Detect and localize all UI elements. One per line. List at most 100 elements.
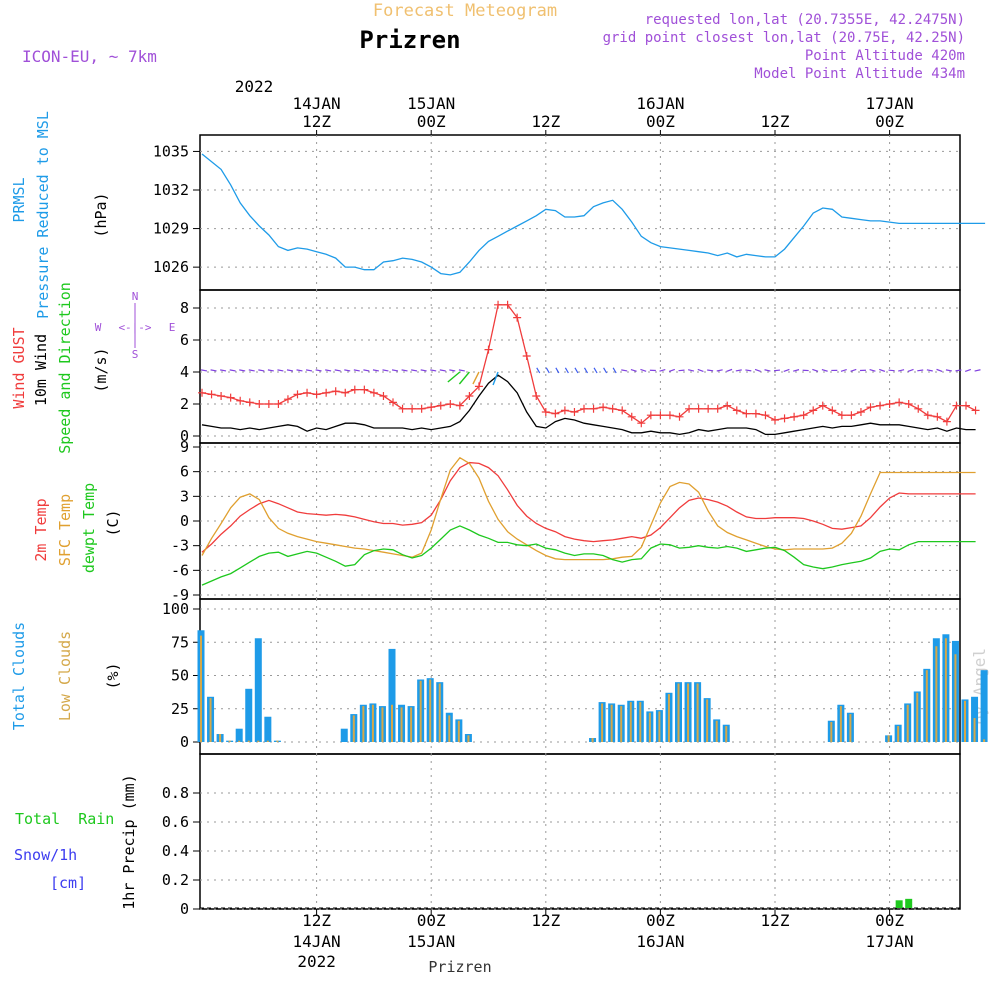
gust-point <box>436 401 445 410</box>
direction-arrow <box>907 368 914 372</box>
direction-arrow <box>869 369 876 372</box>
direction-arrow <box>458 371 470 385</box>
low-cloud-bar <box>419 680 422 742</box>
bottom-hour-label: 12Z <box>302 911 331 930</box>
direction-arrow <box>555 367 560 374</box>
pressure-label-1: PRMSL <box>10 177 28 222</box>
gust-point <box>799 411 808 420</box>
top-date-label: 15JAN <box>407 94 455 113</box>
bottom-date-label: 16JAN <box>636 932 684 951</box>
wind-label-2: 10m Wind <box>32 334 50 406</box>
gust-point <box>675 412 684 421</box>
low-cloud-bar <box>219 734 222 742</box>
gust-point <box>618 406 627 415</box>
gust-point <box>322 388 331 397</box>
low-cloud-bar <box>935 646 938 742</box>
rain-bar <box>895 900 903 908</box>
direction-arrow <box>888 369 895 372</box>
total-cloud-bar <box>235 728 243 742</box>
total-cloud-bar <box>388 648 396 742</box>
top-hour-label: 12Z <box>761 112 790 131</box>
direction-arrow <box>687 369 695 372</box>
direction-arrow <box>382 369 389 372</box>
y-tick-label: 0.2 <box>162 871 189 889</box>
gust-point <box>704 404 713 413</box>
direction-arrow <box>334 369 341 372</box>
gust-point <box>895 398 904 407</box>
bottom-date-label: 15JAN <box>407 932 455 951</box>
gust-point <box>828 406 837 415</box>
gust-point <box>971 406 980 415</box>
gust-point <box>952 401 961 410</box>
low-cloud-bar <box>906 704 909 742</box>
gust-point <box>589 404 598 413</box>
clouds-unit: (%) <box>104 662 122 689</box>
bottom-hour-label: 00Z <box>417 911 446 930</box>
gust-point <box>427 403 436 412</box>
gust-point <box>942 417 951 426</box>
pressure-unit: (hPa) <box>92 192 110 237</box>
direction-arrow <box>821 368 828 372</box>
top-hour-label: 12Z <box>302 112 331 131</box>
low-cloud-bar <box>247 740 250 742</box>
direction-arrow <box>879 368 886 372</box>
gust-point <box>236 396 245 405</box>
gust-point <box>837 411 846 420</box>
temp-sfc-line <box>201 456 976 561</box>
clouds-frame <box>199 598 961 755</box>
low-cloud-bar <box>629 702 632 742</box>
low-cloud-bar <box>677 683 680 742</box>
direction-arrow <box>917 369 924 372</box>
gust-point <box>627 412 636 421</box>
low-cloud-bar <box>830 722 833 742</box>
low-cloud-bar <box>352 715 355 742</box>
y-tick-label: -3 <box>171 537 189 555</box>
bottom-hour-label: 00Z <box>875 911 904 930</box>
y-tick-label: 9 <box>180 438 189 456</box>
precip-label-snow: Snow/1h <box>14 846 77 864</box>
low-cloud-bar <box>429 679 432 742</box>
gust-point <box>771 416 779 424</box>
direction-arrow <box>850 368 857 372</box>
low-cloud-bar <box>457 720 460 742</box>
direction-arrow <box>793 369 800 372</box>
top-hour-label: 00Z <box>646 112 675 131</box>
direction-arrow <box>229 369 236 372</box>
gust-point <box>637 419 646 428</box>
gust-point <box>379 392 388 400</box>
y-tick-label: 6 <box>180 463 189 481</box>
y-tick-label: 1032 <box>153 181 189 199</box>
wind-frame <box>199 289 961 444</box>
precip-label-cm: [cm] <box>50 874 86 892</box>
gust-point <box>818 401 827 410</box>
direction-arrow <box>955 369 962 372</box>
low-cloud-bar <box>257 740 260 742</box>
direction-arrow <box>773 369 781 372</box>
pressure-line <box>201 153 986 276</box>
low-cloud-bar <box>266 740 269 742</box>
gust-point <box>541 408 550 416</box>
low-cloud-bar <box>849 714 852 742</box>
y-tick-label: 0 <box>180 733 189 751</box>
direction-arrow <box>296 369 303 372</box>
low-cloud-bar <box>667 694 670 742</box>
bottom-year-label: 2022 <box>297 952 336 971</box>
direction-arrow <box>574 367 579 374</box>
y-tick-label: 1029 <box>153 220 189 238</box>
gust-point <box>761 411 770 420</box>
direction-arrow <box>936 368 943 372</box>
gust-point <box>245 398 254 407</box>
low-cloud-bar <box>400 707 403 742</box>
compass-w: W <box>95 321 102 334</box>
low-cloud-bar <box>238 740 241 742</box>
low-cloud-bar <box>839 706 842 742</box>
direction-arrow <box>472 371 480 385</box>
direction-arrow <box>716 369 723 372</box>
gust-point <box>962 401 970 410</box>
gust-point <box>570 408 579 416</box>
y-tick-label: 75 <box>171 633 189 651</box>
gust-point <box>599 403 608 412</box>
precip-ylabel: 1hr Precip (mm) <box>120 774 138 909</box>
gust-point <box>312 390 321 399</box>
gust-point <box>303 388 312 397</box>
